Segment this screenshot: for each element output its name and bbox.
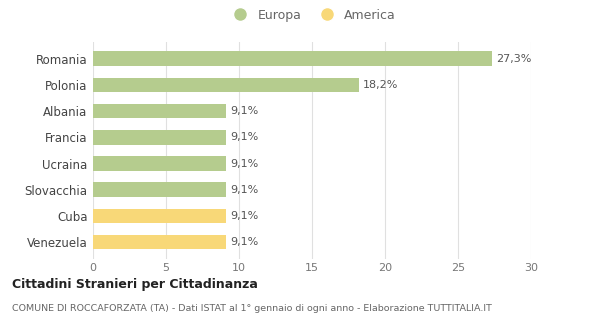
Text: Cittadini Stranieri per Cittadinanza: Cittadini Stranieri per Cittadinanza bbox=[12, 278, 258, 292]
Text: 9,1%: 9,1% bbox=[230, 106, 259, 116]
Bar bbox=[93, 52, 491, 66]
Bar bbox=[93, 130, 226, 145]
Text: 9,1%: 9,1% bbox=[230, 237, 259, 247]
Bar bbox=[93, 235, 226, 249]
Text: 9,1%: 9,1% bbox=[230, 158, 259, 169]
Bar bbox=[93, 182, 226, 197]
Bar bbox=[93, 78, 359, 92]
Bar bbox=[93, 209, 226, 223]
Legend: Europa, America: Europa, America bbox=[223, 4, 401, 27]
Text: 9,1%: 9,1% bbox=[230, 211, 259, 221]
Text: 18,2%: 18,2% bbox=[363, 80, 398, 90]
Text: 9,1%: 9,1% bbox=[230, 132, 259, 142]
Text: 27,3%: 27,3% bbox=[496, 54, 532, 64]
Text: 9,1%: 9,1% bbox=[230, 185, 259, 195]
Text: COMUNE DI ROCCAFORZATA (TA) - Dati ISTAT al 1° gennaio di ogni anno - Elaborazio: COMUNE DI ROCCAFORZATA (TA) - Dati ISTAT… bbox=[12, 304, 492, 313]
Bar bbox=[93, 104, 226, 118]
Bar bbox=[93, 156, 226, 171]
